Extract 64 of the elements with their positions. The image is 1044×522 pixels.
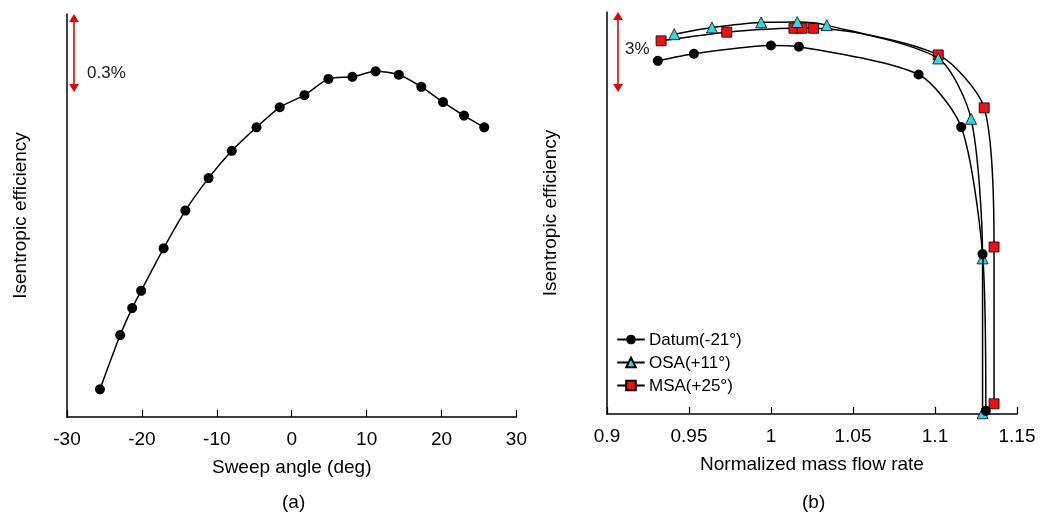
point <box>688 48 699 59</box>
x-tick-label: 30 <box>505 428 527 449</box>
point <box>988 241 1000 253</box>
point <box>988 398 1000 410</box>
point <box>956 122 967 133</box>
point <box>180 205 191 216</box>
x-tick-label: 1.15 <box>998 425 1036 446</box>
x-axis-title: Normalized mass flow rate <box>700 453 924 474</box>
point <box>977 249 988 260</box>
point <box>655 35 667 47</box>
point <box>913 69 924 80</box>
point <box>459 110 469 121</box>
point <box>226 145 237 156</box>
point <box>251 122 262 133</box>
x-tick-label: -20 <box>128 428 156 449</box>
point <box>347 71 358 82</box>
point <box>323 73 334 84</box>
point <box>393 69 404 80</box>
text: (a) <box>282 491 306 512</box>
x-tick-label: -10 <box>203 428 231 449</box>
point <box>416 81 427 92</box>
point <box>299 90 310 101</box>
x-tick-label: 0.9 <box>593 425 621 446</box>
point <box>706 21 718 34</box>
point <box>668 28 681 41</box>
x-tick-label: 0 <box>286 428 298 449</box>
point <box>978 102 990 114</box>
point <box>127 303 138 314</box>
point <box>370 66 381 77</box>
point <box>793 41 804 52</box>
point <box>115 330 126 341</box>
point <box>203 173 214 184</box>
point <box>755 16 768 29</box>
point <box>965 112 977 125</box>
x-tick-label: 1.1 <box>921 425 949 446</box>
y-axis-title: Isentropic efficiency <box>539 129 560 297</box>
annotation: 0.3% <box>87 63 126 82</box>
legend-label: Datum(-21°) <box>649 330 742 349</box>
x-tick-label: 1.05 <box>834 425 872 446</box>
point <box>980 405 991 416</box>
x-tick-label: 0.95 <box>670 425 708 446</box>
x-tick-label: 10 <box>356 428 378 449</box>
x-axis-title: Sweep angle (deg) <box>211 456 372 477</box>
point <box>766 40 776 51</box>
point <box>808 22 820 34</box>
point <box>438 97 449 108</box>
legend-label: OSA(+11°) <box>649 353 731 372</box>
point <box>820 19 833 32</box>
x-tick-label: 1 <box>765 425 777 446</box>
x-tick-label: -30 <box>53 428 81 449</box>
point <box>158 243 169 254</box>
point <box>136 285 147 296</box>
annotation: 3% <box>625 39 650 58</box>
point <box>652 55 663 66</box>
x-tick-label: 20 <box>430 428 453 449</box>
legend-label: MSA(+25°) <box>649 376 733 395</box>
point <box>479 122 490 133</box>
point <box>94 384 105 395</box>
point <box>274 102 285 113</box>
text: (b) <box>802 491 826 512</box>
point <box>791 16 804 28</box>
point <box>932 52 945 65</box>
y-axis-title: Isentropic efficiency <box>9 131 30 299</box>
point <box>721 26 733 38</box>
